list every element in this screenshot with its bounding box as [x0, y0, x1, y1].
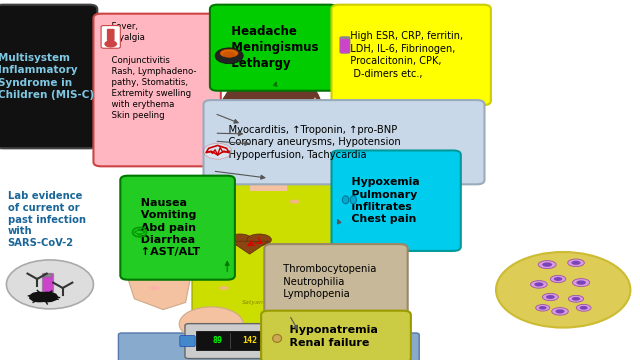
- Text: Nausea
  Vomiting
  Abd pain
  Diarrhea
  ↑AST/ALT: Nausea Vomiting Abd pain Diarrhea ↑AST/A…: [133, 198, 200, 257]
- Ellipse shape: [289, 199, 300, 203]
- Text: 142: 142: [242, 336, 257, 345]
- Text: Thrombocytopenia
  Neutrophilia
  Lymphopenia: Thrombocytopenia Neutrophilia Lymphopeni…: [277, 264, 376, 299]
- FancyBboxPatch shape: [118, 333, 419, 360]
- Text: Satyan: Satyan: [242, 300, 264, 305]
- Ellipse shape: [275, 307, 339, 341]
- Text: Lab evidence
of current or
past infection
with
SARS-CoV-2: Lab evidence of current or past infectio…: [8, 192, 86, 248]
- Ellipse shape: [349, 217, 362, 222]
- FancyBboxPatch shape: [44, 274, 52, 277]
- FancyBboxPatch shape: [332, 150, 461, 251]
- Ellipse shape: [264, 127, 284, 132]
- FancyBboxPatch shape: [192, 182, 349, 329]
- Ellipse shape: [264, 125, 284, 128]
- Ellipse shape: [350, 196, 356, 204]
- Ellipse shape: [220, 49, 238, 57]
- Ellipse shape: [273, 334, 282, 342]
- Ellipse shape: [573, 279, 590, 287]
- Ellipse shape: [556, 309, 564, 314]
- Ellipse shape: [531, 281, 547, 288]
- FancyBboxPatch shape: [101, 26, 120, 48]
- Ellipse shape: [229, 82, 315, 109]
- Circle shape: [496, 252, 630, 328]
- Ellipse shape: [271, 121, 277, 125]
- Ellipse shape: [280, 108, 298, 111]
- Ellipse shape: [280, 109, 298, 116]
- Text: Hypoxemia
  Pulmonary
  inflitrates
  Chest pain: Hypoxemia Pulmonary inflitrates Chest pa…: [344, 177, 420, 224]
- FancyBboxPatch shape: [204, 100, 484, 184]
- FancyBboxPatch shape: [340, 37, 350, 53]
- Polygon shape: [230, 241, 269, 254]
- Polygon shape: [317, 187, 374, 310]
- Ellipse shape: [577, 305, 591, 311]
- Ellipse shape: [228, 234, 252, 246]
- Ellipse shape: [534, 282, 543, 287]
- Circle shape: [6, 260, 93, 309]
- FancyBboxPatch shape: [93, 14, 221, 166]
- Ellipse shape: [538, 261, 556, 269]
- FancyBboxPatch shape: [0, 5, 97, 148]
- Ellipse shape: [568, 259, 584, 266]
- Ellipse shape: [546, 295, 555, 299]
- Ellipse shape: [252, 112, 260, 115]
- Ellipse shape: [290, 286, 300, 290]
- Ellipse shape: [224, 79, 320, 148]
- FancyBboxPatch shape: [250, 158, 287, 191]
- Ellipse shape: [580, 306, 588, 310]
- Text: High ESR, CRP, ferritin,
  LDH, IL-6, Fibrinogen,
  Procalcitonin, CPK,
   D-dim: High ESR, CRP, ferritin, LDH, IL-6, Fibr…: [344, 31, 463, 78]
- FancyBboxPatch shape: [232, 80, 312, 100]
- Ellipse shape: [241, 118, 263, 126]
- Ellipse shape: [568, 295, 584, 302]
- Text: Myocarditis, ↑Troponin, ↑pro-BNP
    Coronary aneurysms, Hypotension
    Hypoper: Myocarditis, ↑Troponin, ↑pro-BNP Coronar…: [216, 125, 401, 159]
- Polygon shape: [122, 180, 192, 310]
- FancyBboxPatch shape: [332, 5, 491, 105]
- Ellipse shape: [212, 199, 223, 203]
- Circle shape: [104, 40, 117, 48]
- Ellipse shape: [543, 293, 559, 301]
- Ellipse shape: [342, 196, 349, 204]
- Text: Headache
  Meningismus
  Lethargy: Headache Meningismus Lethargy: [223, 25, 318, 70]
- Ellipse shape: [285, 111, 293, 114]
- Circle shape: [215, 48, 243, 64]
- Circle shape: [204, 143, 232, 159]
- Ellipse shape: [352, 257, 362, 261]
- Ellipse shape: [542, 262, 552, 267]
- FancyBboxPatch shape: [341, 37, 349, 39]
- Text: Hyponatremia
    Renal failure: Hyponatremia Renal failure: [274, 325, 378, 348]
- Ellipse shape: [577, 280, 586, 285]
- Ellipse shape: [152, 221, 165, 226]
- Ellipse shape: [219, 286, 229, 290]
- FancyBboxPatch shape: [196, 331, 278, 350]
- Ellipse shape: [247, 234, 271, 246]
- Ellipse shape: [539, 306, 547, 310]
- Ellipse shape: [148, 257, 159, 261]
- Text: Multisystem
Inflammatory
Syndrome in
Children (MIS-C): Multisystem Inflammatory Syndrome in Chi…: [0, 53, 95, 100]
- Ellipse shape: [263, 318, 275, 323]
- Ellipse shape: [554, 277, 563, 281]
- Text: Fever,
  Myalgia

  Conjunctivitis
  Rash, Lymphadeno-
  pathy, Stomatitis,
  Ex: Fever, Myalgia Conjunctivitis Rash, Lymp…: [106, 22, 196, 120]
- FancyBboxPatch shape: [185, 324, 292, 359]
- Ellipse shape: [536, 305, 550, 311]
- Ellipse shape: [232, 326, 241, 329]
- Ellipse shape: [552, 307, 568, 315]
- FancyBboxPatch shape: [42, 273, 54, 293]
- Ellipse shape: [550, 275, 566, 283]
- FancyBboxPatch shape: [210, 5, 337, 91]
- FancyBboxPatch shape: [264, 244, 408, 319]
- FancyBboxPatch shape: [107, 29, 115, 41]
- Ellipse shape: [572, 297, 580, 301]
- Ellipse shape: [221, 92, 246, 121]
- Ellipse shape: [284, 118, 306, 126]
- FancyBboxPatch shape: [261, 311, 411, 360]
- Ellipse shape: [223, 72, 322, 140]
- Ellipse shape: [150, 286, 160, 290]
- FancyBboxPatch shape: [120, 176, 235, 280]
- Polygon shape: [30, 292, 58, 302]
- Ellipse shape: [179, 307, 243, 341]
- Text: 89: 89: [212, 336, 223, 345]
- Ellipse shape: [223, 51, 236, 57]
- Ellipse shape: [247, 108, 265, 111]
- Ellipse shape: [572, 261, 580, 265]
- FancyBboxPatch shape: [180, 336, 195, 347]
- Ellipse shape: [247, 110, 265, 117]
